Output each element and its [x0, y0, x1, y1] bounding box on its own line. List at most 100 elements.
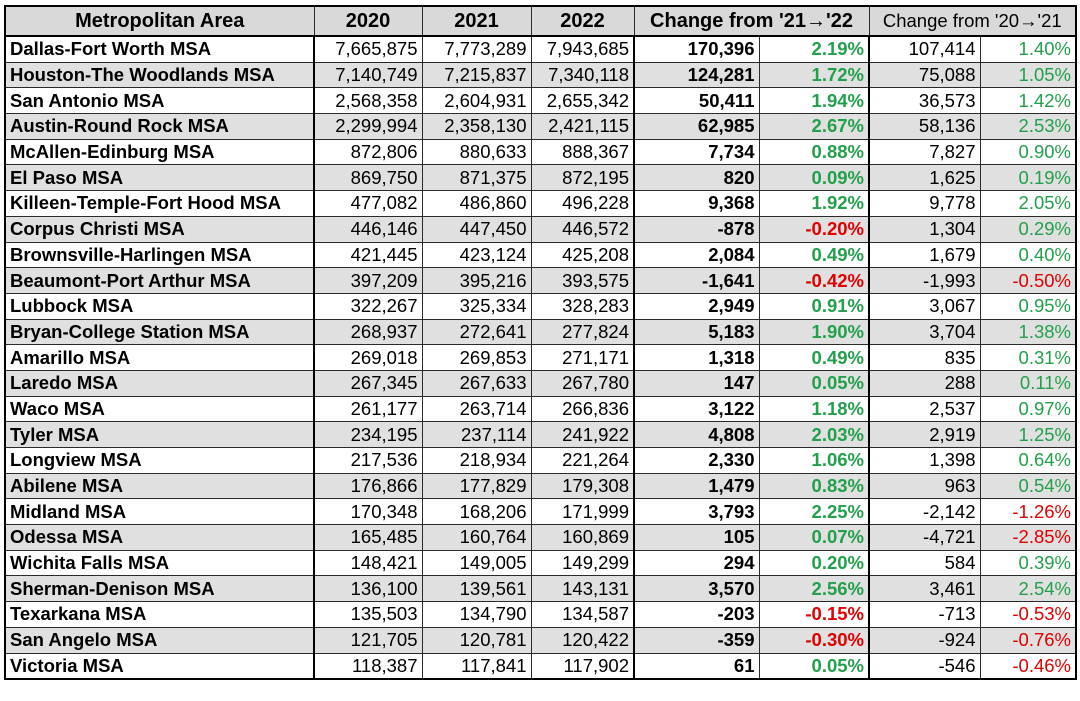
table-row: Odessa MSA 165,485 160,764 160,869 105 0.07% -…	[4, 524, 1077, 551]
area-name: Bryan-College Station MSA	[4, 318, 315, 346]
change-20-21-abs: -924	[868, 626, 981, 654]
pop-2021: 880,633	[421, 138, 532, 166]
pop-2022: 149,299	[530, 549, 635, 577]
change-20-21-abs: 963	[868, 472, 981, 500]
area-name: Houston-The Woodlands MSA	[4, 61, 315, 89]
pop-2022: 328,283	[530, 292, 635, 320]
table-row: Brownsville-Harlingen MSA 421,445 423,124 4…	[4, 241, 1077, 269]
change-20-21-abs: -2,142	[868, 498, 981, 526]
change-20-21-pct: 0.64%	[979, 447, 1077, 474]
pop-2021: 168,206	[421, 498, 532, 526]
change-20-21-pct: 0.39%	[979, 549, 1077, 577]
area-name: Longview MSA	[4, 447, 315, 474]
change-21-22-pct: 0.49%	[758, 241, 870, 269]
change-21-22-abs: -1,641	[633, 267, 760, 294]
area-name: Texarkana MSA	[4, 601, 315, 628]
change-20-21-abs: 584	[868, 549, 981, 577]
pop-2020: 872,806	[313, 138, 423, 166]
change-21-22-abs: 1,318	[633, 344, 760, 371]
pop-2021: 160,764	[421, 524, 532, 551]
change-21-22-pct: 1.94%	[758, 87, 870, 115]
area-name: Austin-Round Rock MSA	[4, 113, 315, 140]
change-21-22-pct: 2.25%	[758, 498, 870, 526]
change-20-21-abs: 1,625	[868, 164, 981, 192]
change-21-22-abs: 5,183	[633, 318, 760, 346]
pop-2020: 267,345	[313, 369, 423, 397]
change-21-22-abs: 124,281	[633, 61, 760, 89]
change-21-22-abs: 147	[633, 369, 760, 397]
change-21-22-pct: 0.05%	[758, 369, 870, 397]
change-21-22-pct: 1.90%	[758, 318, 870, 346]
pop-2020: 2,568,358	[313, 87, 423, 115]
change-20-21-pct: -0.53%	[979, 601, 1077, 628]
table-row: Laredo MSA 267,345 267,633 267,780 147 0.05% 2…	[4, 369, 1077, 397]
area-name: Lubbock MSA	[4, 292, 315, 320]
pop-2020: 322,267	[313, 292, 423, 320]
area-name: Abilene MSA	[4, 472, 315, 500]
pop-2020: 268,937	[313, 318, 423, 346]
table-row: Houston-The Woodlands MSA 7,140,749 7,215,…	[4, 61, 1077, 89]
table-row: Texarkana MSA 135,503 134,790 134,587 -203 -0…	[4, 601, 1077, 628]
pop-2021: 139,561	[421, 575, 532, 603]
change-21-22-pct: 1.92%	[758, 190, 870, 217]
change-20-21-abs: 1,304	[868, 215, 981, 243]
header-change-20-21: Change from '20→'21	[868, 5, 1077, 37]
change-20-21-abs: 7,827	[868, 138, 981, 166]
change-21-22-pct: 0.05%	[758, 652, 870, 681]
pop-2020: 234,195	[313, 421, 423, 448]
table-row: Lubbock MSA 322,267 325,334 328,283 2,949 0.9…	[4, 292, 1077, 320]
pop-2022: 7,943,685	[530, 35, 635, 63]
pop-2020: 7,140,749	[313, 61, 423, 89]
pop-2022: 2,655,342	[530, 87, 635, 115]
pop-2020: 121,705	[313, 626, 423, 654]
pop-2020: 135,503	[313, 601, 423, 628]
table-row: Bryan-College Station MSA 268,937 272,641 2…	[4, 318, 1077, 346]
change-21-22-abs: 2,330	[633, 447, 760, 474]
pop-2022: 393,575	[530, 267, 635, 294]
change-20-21-pct: 0.31%	[979, 344, 1077, 371]
change-21-22-abs: 62,985	[633, 113, 760, 140]
change-20-21-abs: 3,704	[868, 318, 981, 346]
table-row: Abilene MSA 176,866 177,829 179,308 1,479 0.8…	[4, 472, 1077, 500]
change-21-22-pct: -0.15%	[758, 601, 870, 628]
pop-2020: 2,299,994	[313, 113, 423, 140]
change-21-22-pct: -0.30%	[758, 626, 870, 654]
area-name: Waco MSA	[4, 395, 315, 423]
change-20-21-abs: -546	[868, 652, 981, 681]
change-21-22-abs: 105	[633, 524, 760, 551]
pop-2020: 136,100	[313, 575, 423, 603]
pop-2022: 872,195	[530, 164, 635, 192]
change-20-21-pct: 1.25%	[979, 421, 1077, 448]
pop-2020: 869,750	[313, 164, 423, 192]
table-row: Wichita Falls MSA 148,421 149,005 149,299 29…	[4, 549, 1077, 577]
change-20-21-abs: 3,461	[868, 575, 981, 603]
area-name: Victoria MSA	[4, 652, 315, 681]
change-20-21-pct: 0.97%	[979, 395, 1077, 423]
table-row: McAllen-Edinburg MSA 872,806 880,633 888,36…	[4, 138, 1077, 166]
change-21-22-pct: -0.42%	[758, 267, 870, 294]
table-row: Midland MSA 170,348 168,206 171,999 3,793 2.2…	[4, 498, 1077, 526]
area-name: McAllen-Edinburg MSA	[4, 138, 315, 166]
change-20-21-abs: 3,067	[868, 292, 981, 320]
pop-2022: 266,836	[530, 395, 635, 423]
change-20-21-abs: 288	[868, 369, 981, 397]
pop-2022: 160,869	[530, 524, 635, 551]
pop-2020: 170,348	[313, 498, 423, 526]
change-21-22-pct: 0.91%	[758, 292, 870, 320]
change-20-21-abs: 9,778	[868, 190, 981, 217]
change-21-22-pct: 1.06%	[758, 447, 870, 474]
change-21-22-abs: 2,949	[633, 292, 760, 320]
area-name: Beaumont-Port Arthur MSA	[4, 267, 315, 294]
pop-2020: 7,665,875	[313, 35, 423, 63]
change-20-21-pct: 2.54%	[979, 575, 1077, 603]
change-20-21-abs: -1,993	[868, 267, 981, 294]
pop-2022: 267,780	[530, 369, 635, 397]
change-21-22-abs: 2,084	[633, 241, 760, 269]
change-20-21-abs: 36,573	[868, 87, 981, 115]
pop-2022: 446,572	[530, 215, 635, 243]
change-21-22-abs: 61	[633, 652, 760, 681]
change-20-21-pct: 0.19%	[979, 164, 1077, 192]
pop-2022: 277,824	[530, 318, 635, 346]
pop-2020: 165,485	[313, 524, 423, 551]
change-21-22-pct: 2.03%	[758, 421, 870, 448]
